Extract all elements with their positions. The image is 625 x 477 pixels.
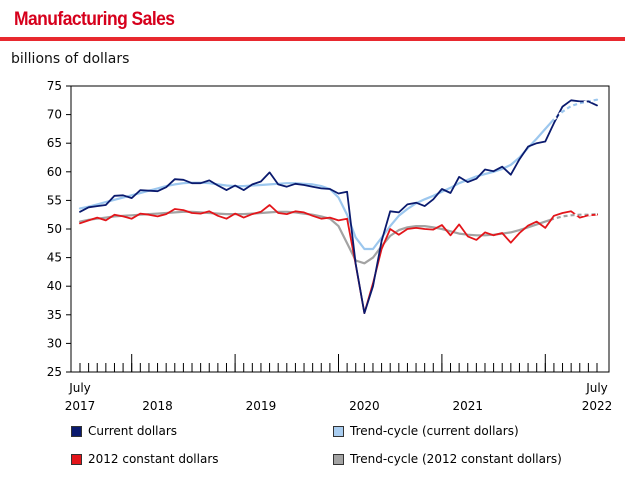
x-tick-label-year: 2020	[349, 399, 380, 413]
y-tick-label: 35	[47, 308, 62, 322]
legend-label-trend-constant: Trend-cycle (2012 constant dollars)	[350, 452, 562, 466]
y-tick-label: 50	[47, 222, 62, 236]
series-current-dollars	[79, 99, 598, 315]
x-tick-label-year: 2022	[582, 399, 613, 413]
legend-swatch-constant	[71, 454, 82, 465]
x-tick-label-year: 2018	[142, 399, 173, 413]
title-divider	[0, 37, 625, 41]
chart-title: Manufacturing Sales	[14, 9, 175, 30]
legend-swatch-trend-constant	[333, 454, 344, 465]
series-trend-constant-provisional-dots	[553, 212, 598, 220]
y-tick-label: 60	[47, 165, 62, 179]
legend-label-trend-current: Trend-cycle (current dollars)	[350, 424, 519, 438]
y-tick-label: 55	[47, 193, 62, 207]
x-tick-label-month: July	[68, 381, 91, 395]
y-tick-label: 40	[47, 279, 62, 293]
y-tick-label: 30	[47, 336, 62, 350]
y-tick-label: 75	[47, 79, 62, 93]
series-trend-constant	[78, 210, 599, 265]
series-trend-current-provisional-dots	[553, 98, 598, 121]
y-axis-label: billions of dollars	[11, 51, 130, 67]
y-tick-label: 25	[47, 365, 62, 379]
x-tick-label-year: 2021	[452, 399, 483, 413]
legend-swatch-current	[71, 426, 82, 437]
x-tick-label-year: 2017	[65, 399, 96, 413]
y-tick-label: 45	[47, 251, 62, 265]
legend-label-constant: 2012 constant dollars	[88, 452, 219, 466]
y-tick-label: 65	[47, 136, 62, 150]
series-2012-constant	[79, 204, 598, 315]
x-axis: July 2017 2018 2019 2020 2021 July 2022	[65, 354, 613, 413]
y-axis: 25 30 35 40 45 50 55 60 65 70 75	[47, 79, 71, 379]
y-tick-label: 70	[47, 108, 62, 122]
legend-swatch-trend-current	[333, 426, 344, 437]
x-tick-label-month: July	[585, 381, 608, 395]
legend-label-current: Current dollars	[88, 424, 178, 438]
series-lines	[78, 98, 599, 315]
x-tick-label-year: 2019	[246, 399, 277, 413]
